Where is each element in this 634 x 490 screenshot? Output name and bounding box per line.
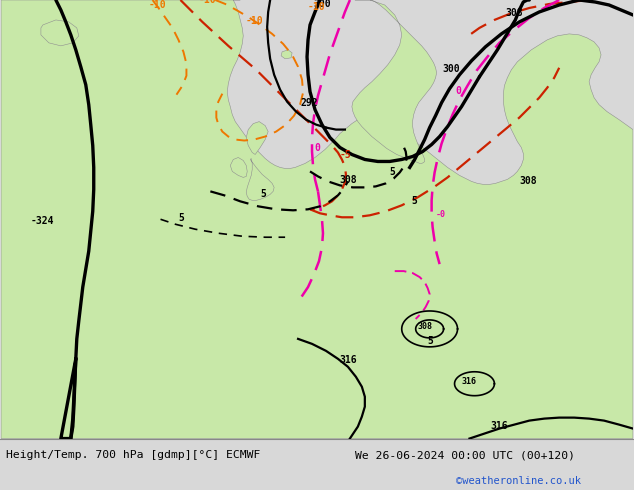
Polygon shape — [281, 50, 292, 59]
Text: 300: 300 — [313, 0, 331, 9]
Text: 5: 5 — [411, 196, 418, 206]
Text: 316: 316 — [462, 377, 477, 386]
Text: 308: 308 — [418, 322, 432, 331]
Text: 300: 300 — [443, 64, 460, 74]
Text: 5: 5 — [178, 213, 184, 223]
Text: -10: -10 — [245, 16, 263, 26]
Polygon shape — [230, 157, 247, 177]
Text: ©weatheronline.co.uk: ©weatheronline.co.uk — [456, 476, 581, 486]
Text: 308: 308 — [505, 8, 523, 18]
Text: 5: 5 — [428, 336, 434, 346]
Text: 5: 5 — [260, 189, 266, 199]
Polygon shape — [246, 158, 274, 200]
Text: -0: -0 — [436, 210, 446, 220]
Text: 0: 0 — [456, 86, 462, 96]
Polygon shape — [352, 0, 437, 164]
Text: Height/Temp. 700 hPa [gdmp][°C] ECMWF: Height/Temp. 700 hPa [gdmp][°C] ECMWF — [6, 450, 261, 460]
Text: 292: 292 — [300, 98, 318, 108]
Text: -10: -10 — [308, 2, 326, 12]
Text: 316: 316 — [491, 420, 508, 431]
Text: -10: -10 — [148, 0, 166, 10]
Text: 316: 316 — [339, 355, 357, 365]
Text: -5: -5 — [340, 150, 352, 161]
Polygon shape — [1, 0, 633, 439]
Polygon shape — [41, 20, 79, 46]
Text: 5: 5 — [390, 168, 396, 177]
Text: 0: 0 — [314, 144, 320, 153]
Text: 308: 308 — [519, 176, 537, 186]
Text: -10: -10 — [198, 0, 216, 5]
Text: 308: 308 — [339, 175, 357, 185]
Text: We 26-06-2024 00:00 UTC (00+120): We 26-06-2024 00:00 UTC (00+120) — [355, 450, 575, 460]
Polygon shape — [246, 122, 268, 154]
Text: -324: -324 — [31, 216, 55, 226]
